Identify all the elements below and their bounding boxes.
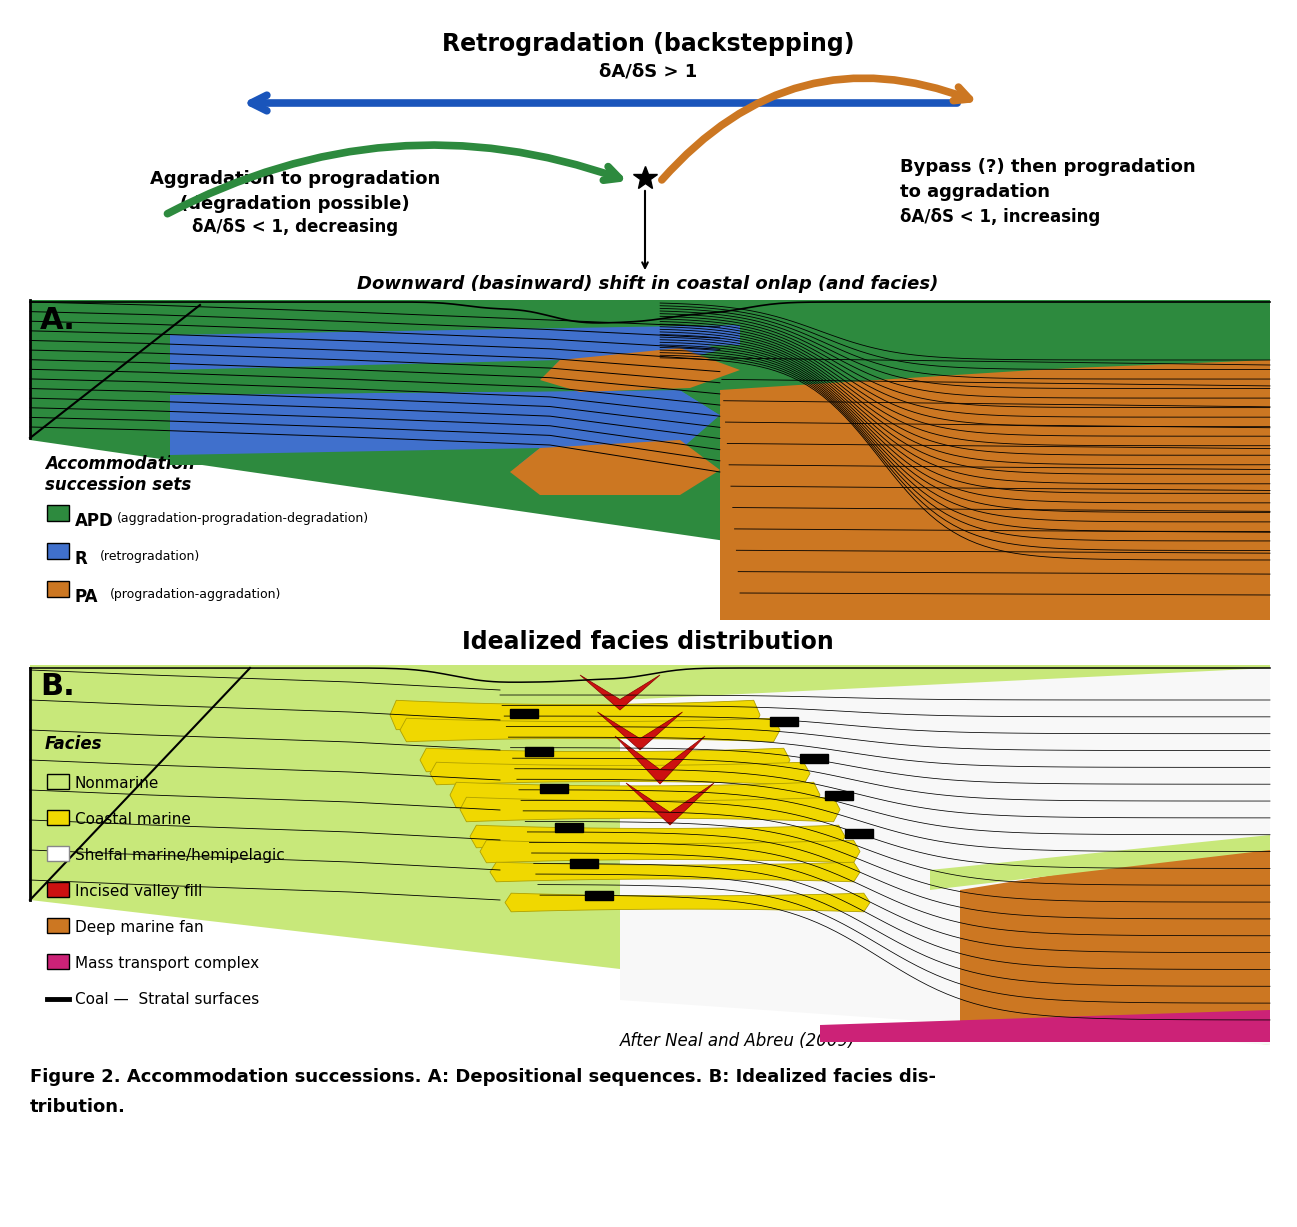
Text: A.: A. (40, 306, 77, 335)
Polygon shape (170, 360, 720, 415)
Polygon shape (480, 840, 860, 863)
Polygon shape (431, 762, 811, 785)
Polygon shape (960, 840, 1270, 1040)
Polygon shape (30, 665, 1270, 1045)
Text: δA/δS < 1, increasing: δA/δS < 1, increasing (900, 209, 1100, 226)
Bar (525, 747, 553, 756)
Text: tribution.: tribution. (30, 1098, 126, 1117)
Bar (47, 582, 69, 598)
Text: Aggradation to progradation: Aggradation to progradation (150, 171, 440, 188)
Bar (47, 774, 69, 789)
Text: PA: PA (75, 588, 99, 606)
Text: R: R (75, 550, 88, 568)
Bar (800, 755, 827, 763)
FancyArrowPatch shape (661, 79, 969, 180)
Bar (770, 717, 798, 726)
Text: (aggradation-progradation-degradation): (aggradation-progradation-degradation) (117, 512, 370, 525)
Text: Coastal marine: Coastal marine (75, 812, 191, 827)
Polygon shape (470, 826, 846, 848)
Text: Coal —  Stratal surfaces: Coal — Stratal surfaces (75, 991, 259, 1007)
Text: Facies: Facies (45, 735, 102, 753)
Text: Bypass (?) then progradation: Bypass (?) then progradation (900, 158, 1196, 175)
Polygon shape (170, 328, 720, 371)
Bar (47, 810, 69, 825)
FancyArrowPatch shape (252, 96, 957, 110)
Polygon shape (615, 736, 706, 784)
Polygon shape (540, 348, 741, 391)
Polygon shape (490, 863, 860, 882)
Text: (retrogradation): (retrogradation) (100, 550, 200, 563)
Polygon shape (390, 701, 760, 730)
Bar (47, 506, 69, 521)
Polygon shape (505, 893, 870, 912)
Text: Mass transport complex: Mass transport complex (75, 956, 259, 971)
Bar (540, 784, 568, 793)
Bar (47, 544, 69, 560)
Polygon shape (510, 440, 720, 494)
FancyArrowPatch shape (167, 145, 620, 213)
Text: Idealized facies distribution: Idealized facies distribution (462, 629, 834, 654)
Bar (569, 859, 598, 867)
Bar (585, 891, 613, 899)
Bar (510, 709, 538, 718)
Polygon shape (170, 400, 680, 465)
Bar (47, 918, 69, 933)
Text: Deep marine fan: Deep marine fan (75, 920, 204, 935)
Text: to aggradation: to aggradation (900, 183, 1051, 201)
Text: Figure 2. Accommodation successions. A: Depositional sequences. B: Idealized fac: Figure 2. Accommodation successions. A: … (30, 1067, 936, 1086)
Polygon shape (399, 718, 779, 742)
Bar (47, 882, 69, 897)
Text: Retrogradation (backstepping): Retrogradation (backstepping) (442, 32, 855, 56)
Text: Downward (basinward) shift in coastal onlap (and facies): Downward (basinward) shift in coastal on… (357, 275, 939, 293)
Polygon shape (170, 325, 741, 355)
Text: (degradation possible): (degradation possible) (180, 195, 410, 213)
Polygon shape (420, 748, 790, 772)
Polygon shape (930, 836, 1270, 890)
Polygon shape (450, 783, 820, 807)
Polygon shape (820, 1010, 1270, 1042)
Text: δA/δS > 1: δA/δS > 1 (599, 63, 696, 80)
Polygon shape (170, 448, 720, 494)
Text: Shelfal marine/hemipelagic: Shelfal marine/hemipelagic (75, 848, 285, 863)
Text: (progradation-aggradation): (progradation-aggradation) (110, 588, 281, 601)
Polygon shape (170, 390, 720, 450)
Polygon shape (598, 712, 682, 750)
Polygon shape (30, 299, 1270, 620)
Text: B.: B. (40, 672, 75, 701)
Text: APD: APD (75, 512, 114, 530)
Polygon shape (720, 355, 1270, 620)
Bar (555, 823, 582, 832)
Bar (47, 845, 69, 861)
Bar (825, 791, 853, 800)
Polygon shape (460, 798, 840, 822)
Text: δA/δS < 1, decreasing: δA/δS < 1, decreasing (192, 218, 398, 236)
Polygon shape (626, 783, 715, 825)
Bar (47, 955, 69, 969)
Bar (846, 829, 873, 838)
Polygon shape (620, 667, 1270, 1045)
Polygon shape (720, 299, 1270, 385)
Text: After Neal and Abreu (2009): After Neal and Abreu (2009) (620, 1032, 856, 1050)
Text: Incised valley fill: Incised valley fill (75, 883, 202, 899)
Text: Nonmarine: Nonmarine (75, 775, 160, 791)
Text: Accommodation
succession sets: Accommodation succession sets (45, 455, 195, 493)
Polygon shape (580, 675, 660, 710)
